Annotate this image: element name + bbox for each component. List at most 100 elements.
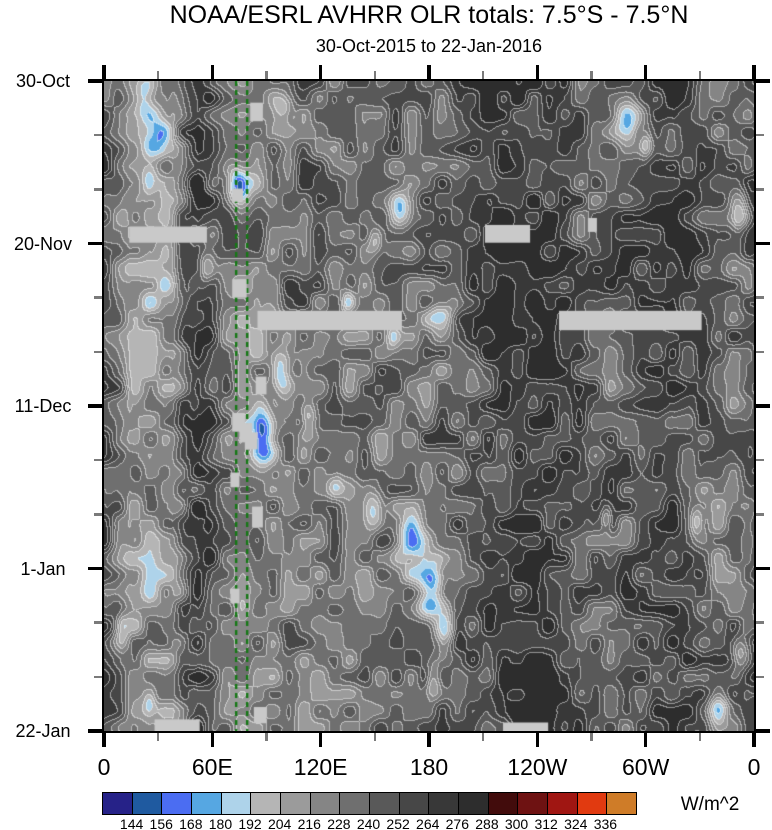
colorbar-cell xyxy=(310,793,341,814)
y-minor-tick xyxy=(94,296,102,299)
colorbar-tick-label: 228 xyxy=(327,816,351,830)
y-major-tick-right xyxy=(756,729,770,733)
x-minor-tick-top xyxy=(265,71,268,79)
colorbar-tick-label: 240 xyxy=(356,816,381,830)
x-minor-tick-top xyxy=(590,71,593,79)
y-major-tick xyxy=(88,729,102,733)
x-minor-tick xyxy=(481,733,485,741)
y-minor-tick-right xyxy=(756,621,764,624)
x-minor-tick xyxy=(265,733,268,741)
y-tick-label: 11-Dec xyxy=(14,396,72,416)
x-minor-tick xyxy=(156,733,160,741)
colorbar-cell xyxy=(132,793,163,814)
x-minor-tick xyxy=(590,733,593,741)
chart-title: NOAA/ESRL AVHRR OLR totals: 7.5°S - 7.5°… xyxy=(169,1,689,29)
y-major-tick xyxy=(88,79,102,83)
x-tick-label: 0 xyxy=(747,754,761,780)
colorbar-unit-label: W/m^2 xyxy=(680,794,740,815)
y-major-tick-right xyxy=(756,404,770,408)
y-minor-tick-right xyxy=(756,513,764,516)
y-tick-label: 1-Jan xyxy=(20,558,66,579)
x-major-tick-top xyxy=(102,65,106,79)
colorbar-tick-label: 180 xyxy=(208,816,233,830)
colorbar-tick-label: 276 xyxy=(445,816,469,830)
y-minor-tick-right xyxy=(756,675,764,679)
colorbar-tick-label: 288 xyxy=(475,816,499,830)
colorbar-tick-label: 156 xyxy=(149,816,173,830)
colorbar-cell xyxy=(518,793,549,814)
x-major-tick xyxy=(102,733,106,747)
colorbar-tick-label: 192 xyxy=(238,816,262,830)
colorbar-cell xyxy=(281,793,311,814)
x-tick-label: 60E xyxy=(191,754,233,780)
x-tick-label: 60W xyxy=(622,754,670,780)
colorbar-cell xyxy=(607,793,637,814)
x-minor-tick-top xyxy=(373,71,377,79)
colorbar-cell xyxy=(221,793,252,814)
x-major-tick xyxy=(319,733,323,747)
olr-contour-field xyxy=(104,81,754,731)
x-major-tick xyxy=(210,733,214,747)
y-tick-label: 20-Nov xyxy=(13,233,73,254)
x-tick-label: 0 xyxy=(97,754,111,780)
x-major-tick xyxy=(535,733,539,747)
colorbar-cell xyxy=(103,793,133,814)
colorbar-tick-label: 312 xyxy=(534,816,558,830)
colorbar-cell xyxy=(162,793,193,814)
colorbar-cell xyxy=(399,793,430,814)
x-tick-label: 120E xyxy=(293,754,348,780)
colorbar-tick-label: 324 xyxy=(564,816,588,830)
y-minor-tick xyxy=(94,513,102,516)
y-major-tick-right xyxy=(756,241,770,246)
y-minor-tick xyxy=(94,675,102,679)
colorbar xyxy=(102,792,637,815)
y-minor-tick xyxy=(94,350,102,354)
x-major-tick xyxy=(644,733,648,747)
x-major-tick-top xyxy=(210,65,214,79)
x-minor-tick xyxy=(698,733,702,741)
x-tick-label: 180 xyxy=(409,754,449,780)
colorbar-tick-label: 300 xyxy=(504,816,529,830)
colorbar-cell xyxy=(251,793,282,814)
colorbar-tick-label: 336 xyxy=(593,816,618,830)
y-minor-tick-right xyxy=(756,188,764,191)
x-major-tick-top xyxy=(427,65,431,79)
chart-subtitle: 30-Oct-2015 to 22-Jan-2016 xyxy=(315,36,543,56)
x-major-tick-top xyxy=(535,65,539,79)
colorbar-cell xyxy=(340,793,371,814)
colorbar-tick-label: 252 xyxy=(386,816,410,830)
y-minor-tick xyxy=(94,458,102,462)
colorbar-tick-label: 144 xyxy=(119,816,144,830)
x-minor-tick-top xyxy=(698,71,702,79)
colorbar-tick-label: 264 xyxy=(416,816,440,830)
y-minor-tick xyxy=(94,133,102,137)
colorbar-cell xyxy=(370,793,400,814)
x-major-tick-top xyxy=(644,65,648,79)
x-major-tick xyxy=(427,733,431,747)
y-minor-tick xyxy=(94,621,102,624)
colorbar-tick-label: 204 xyxy=(267,816,292,830)
y-minor-tick-right xyxy=(756,458,764,462)
x-major-tick-top xyxy=(752,65,756,79)
y-major-tick-right xyxy=(756,79,770,83)
x-minor-tick-top xyxy=(481,71,485,79)
y-minor-tick-right xyxy=(756,350,764,354)
y-major-tick xyxy=(88,566,102,571)
x-minor-tick-top xyxy=(156,71,160,79)
colorbar-cell xyxy=(459,793,489,814)
colorbar-cell xyxy=(429,793,460,814)
x-minor-tick xyxy=(373,733,377,741)
y-major-tick xyxy=(88,404,102,408)
x-major-tick xyxy=(752,733,756,747)
y-minor-tick-right xyxy=(756,133,764,137)
y-tick-label: 30-Oct xyxy=(15,71,71,91)
y-major-tick xyxy=(88,241,102,246)
colorbar-tick-label: 216 xyxy=(297,816,321,830)
y-major-tick-right xyxy=(756,566,770,571)
colorbar-cell xyxy=(548,793,578,814)
y-minor-tick-right xyxy=(756,296,764,299)
y-tick-label: 22-Jan xyxy=(15,721,71,741)
x-tick-label: 120W xyxy=(507,754,568,780)
y-minor-tick xyxy=(94,188,102,191)
colorbar-cell xyxy=(488,793,519,814)
